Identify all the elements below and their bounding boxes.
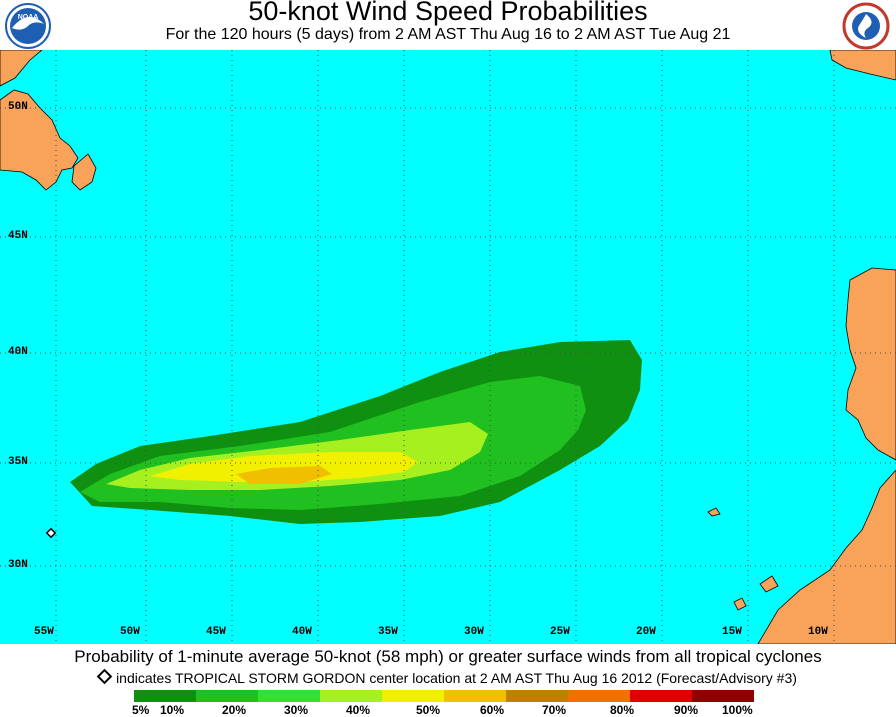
noaa-logo-text: NOAA: [18, 14, 39, 21]
legend-label-30: 30%: [284, 703, 309, 717]
legend-swatch-5-10: [134, 690, 196, 702]
map-title: 50-knot Wind Speed Probabilities: [248, 0, 648, 26]
lon-label-55w: 55W: [34, 626, 54, 638]
lon-label-40w: 40W: [292, 626, 312, 638]
legend-swatch-20-30: [258, 690, 320, 702]
lon-label-15w: 15W: [722, 626, 742, 638]
lon-label-10w: 10W: [808, 626, 828, 638]
legend-label-60: 60%: [480, 703, 505, 717]
lat-label-40n: 40N: [8, 346, 28, 358]
legend-swatch-30-40: [320, 690, 382, 702]
land-iberia: [845, 267, 896, 461]
land-greenland-tip: [0, 50, 43, 87]
swath-band-30pct: [150, 452, 418, 482]
land-canary-2: [733, 597, 747, 611]
legend-swatch-90-100: [692, 690, 754, 702]
swath-band-40pct: [236, 466, 332, 484]
legend-label-20: 20%: [222, 703, 247, 717]
lon-label-25w: 25W: [550, 626, 570, 638]
legend-label-5: 5%: [132, 703, 150, 717]
legend-swatch-40-50: [382, 690, 444, 702]
legend-swatch-10-20: [196, 690, 258, 702]
legend-swatch-60-70: [506, 690, 568, 702]
legend-label-100: 100%: [722, 703, 753, 717]
lon-label-45w: 45W: [206, 626, 226, 638]
lon-label-35w: 35W: [378, 626, 398, 638]
ocean: [0, 50, 896, 644]
legend-swatch-80-90: [630, 690, 692, 702]
land-africa: [757, 469, 896, 644]
storm-center-marker: [45, 527, 57, 539]
legend-swatch-70-80: [568, 690, 630, 702]
legend-label-70: 70%: [542, 703, 567, 717]
legend-label-80: 80%: [610, 703, 635, 717]
map-caption: Probability of 1-minute average 50-knot …: [74, 647, 822, 666]
nws-logo-icon: [842, 2, 890, 50]
graticule: [0, 50, 896, 644]
wind-probability-swath: [70, 340, 642, 524]
lon-label-20w: 20W: [636, 626, 656, 638]
lat-label-45n: 45N: [8, 230, 28, 242]
land-masses: [0, 50, 896, 644]
storm-note-text: indicates TROPICAL STORM GORDON center l…: [116, 670, 797, 686]
legend-label-90: 90%: [674, 703, 699, 717]
lat-label-50n: 50N: [8, 101, 28, 113]
legend-label-50: 50%: [416, 703, 441, 717]
diamond-icon: [96, 668, 113, 685]
land-madeira: [707, 507, 721, 517]
storm-note: indicates TROPICAL STORM GORDON center l…: [0, 668, 896, 686]
lat-label-35n: 35N: [8, 456, 28, 468]
wind-probability-map: 50N 45N 40N 35N 30N 55W 50W 45W 40W 35W …: [0, 50, 896, 644]
legend-label-40: 40%: [346, 703, 371, 717]
land-newfoundland: [0, 89, 79, 191]
legend-swatch-50-60: [444, 690, 506, 702]
legend-label-10: 10%: [160, 703, 185, 717]
map-subtitle: For the 120 hours (5 days) from 2 AM AST…: [165, 26, 731, 43]
land-iceland-edge: [829, 50, 896, 81]
land-cape-breton: [71, 153, 97, 191]
lon-label-30w: 30W: [464, 626, 484, 638]
map-canvas: [0, 50, 896, 644]
land-canary-1: [759, 575, 779, 593]
lat-label-30n: 30N: [8, 559, 28, 571]
noaa-logo-icon: NOAA: [5, 3, 51, 49]
lon-label-50w: 50W: [120, 626, 140, 638]
